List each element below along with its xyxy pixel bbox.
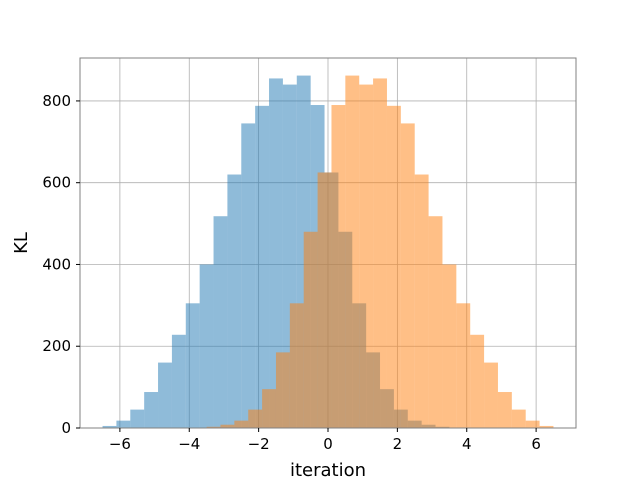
histogram-bar-series-2 bbox=[359, 84, 374, 428]
histogram-bar-series-2 bbox=[262, 389, 276, 428]
histogram-bar-series-2 bbox=[428, 216, 443, 428]
histogram-bar-series-2 bbox=[470, 334, 485, 428]
histogram-bar-series-2 bbox=[317, 172, 332, 428]
x-tick-label: −4 bbox=[178, 435, 200, 453]
histogram-bars bbox=[102, 75, 554, 428]
histogram-bar-series-2 bbox=[386, 105, 401, 428]
y-tick-label: 800 bbox=[42, 92, 71, 110]
histogram-bar-series-1 bbox=[199, 264, 214, 428]
x-tick-label: 2 bbox=[393, 435, 403, 453]
histogram-bar-series-1 bbox=[116, 420, 131, 428]
histogram-bar-series-2 bbox=[525, 420, 540, 428]
y-tick-label: 200 bbox=[42, 337, 71, 355]
histogram-bar-series-2 bbox=[400, 123, 415, 428]
histogram-bar-series-1 bbox=[241, 123, 256, 428]
histogram-bar-series-1 bbox=[185, 303, 200, 428]
histogram-bar-series-2 bbox=[442, 264, 457, 428]
x-tick-label: 0 bbox=[323, 435, 333, 453]
x-tick-label: −2 bbox=[248, 435, 270, 453]
histogram-bar-series-1 bbox=[144, 392, 159, 428]
histogram-bar-series-2 bbox=[206, 426, 221, 428]
x-axis-label: iteration bbox=[290, 460, 366, 480]
y-tick-label: 600 bbox=[42, 174, 71, 192]
y-axis-label: KL bbox=[11, 232, 32, 254]
histogram-bar-series-1 bbox=[171, 334, 186, 428]
histogram-bar-series-1 bbox=[269, 78, 283, 428]
histogram-bar-series-1 bbox=[130, 409, 145, 428]
x-tick-label: −6 bbox=[109, 435, 131, 453]
x-tick-label: 6 bbox=[531, 435, 541, 453]
y-tick-label: 0 bbox=[61, 419, 71, 437]
histogram-bar-series-2 bbox=[414, 174, 429, 428]
histogram-bar-series-2 bbox=[289, 303, 304, 428]
histogram-bar-series-2 bbox=[220, 424, 235, 428]
histogram-bar-series-2 bbox=[331, 105, 346, 428]
histogram-bar-series-2 bbox=[275, 352, 290, 428]
histogram-bar-series-2 bbox=[303, 231, 318, 428]
histogram-bar-series-2 bbox=[456, 303, 471, 428]
histogram-bar-series-2 bbox=[345, 75, 360, 428]
histogram-bar-series-2 bbox=[511, 409, 526, 428]
axis-ticks: −6 −4 −2 0 2 4 6 0 200 400 600 800 bbox=[42, 92, 541, 453]
histogram-bar-series-1 bbox=[158, 362, 172, 428]
histogram-bar-series-1 bbox=[255, 105, 270, 428]
histogram-bar-series-1 bbox=[102, 425, 117, 428]
histogram-bar-series-2 bbox=[539, 425, 554, 428]
histogram-bar-series-1 bbox=[213, 216, 228, 428]
x-tick-label: 4 bbox=[462, 435, 472, 453]
histogram-bar-series-2 bbox=[373, 78, 387, 428]
histogram-bar-series-2 bbox=[497, 392, 512, 428]
histogram-bar-series-1 bbox=[227, 174, 242, 428]
y-tick-label: 400 bbox=[42, 255, 71, 273]
histogram-bar-series-2 bbox=[248, 409, 263, 428]
histogram-bar-series-2 bbox=[484, 362, 498, 428]
histogram-bar-series-2 bbox=[234, 420, 249, 428]
